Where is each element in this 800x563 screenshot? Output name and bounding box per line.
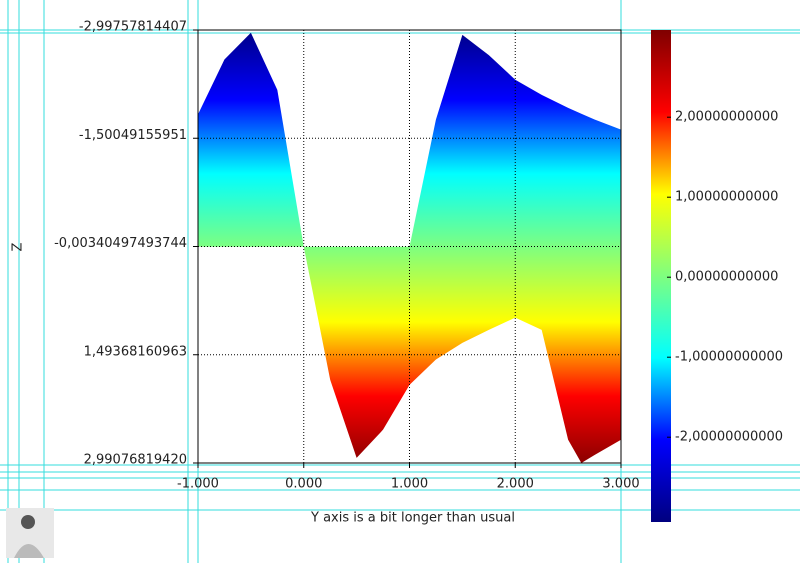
x-tick-label: 3.000 xyxy=(602,477,639,492)
y-tick-label: -1,50049155951 xyxy=(79,128,187,143)
colorbar-tick-label: 1,00000000000 xyxy=(675,190,778,205)
x-tick-label: 1.000 xyxy=(391,477,428,492)
x-tick-label: 0.000 xyxy=(285,477,322,492)
y-tick-label: 1,49368160963 xyxy=(84,344,187,359)
avatar xyxy=(6,508,54,558)
x-tick-label: -1.000 xyxy=(177,477,219,492)
colorbar-tick-label: 0,00000000000 xyxy=(675,270,778,285)
x-axis-label: Y axis is a bit longer than usual xyxy=(310,511,515,526)
y-axis-label: Z xyxy=(11,242,26,251)
y-tick-label: -0,00340497493744 xyxy=(54,236,187,251)
colorbar-tick-label: 2,00000000000 xyxy=(675,110,778,125)
y-tick-label: 2,99076819420 xyxy=(84,453,187,468)
colorbar-tick-label: -1,00000000000 xyxy=(675,350,783,365)
y-tick-label: -2,99757814407 xyxy=(79,20,187,35)
colorbar xyxy=(651,30,671,522)
band-fill xyxy=(198,32,621,463)
x-tick-label: 2.000 xyxy=(497,477,534,492)
colorbar-tick-label: -2,00000000000 xyxy=(675,430,783,445)
plot-frame xyxy=(197,29,622,464)
